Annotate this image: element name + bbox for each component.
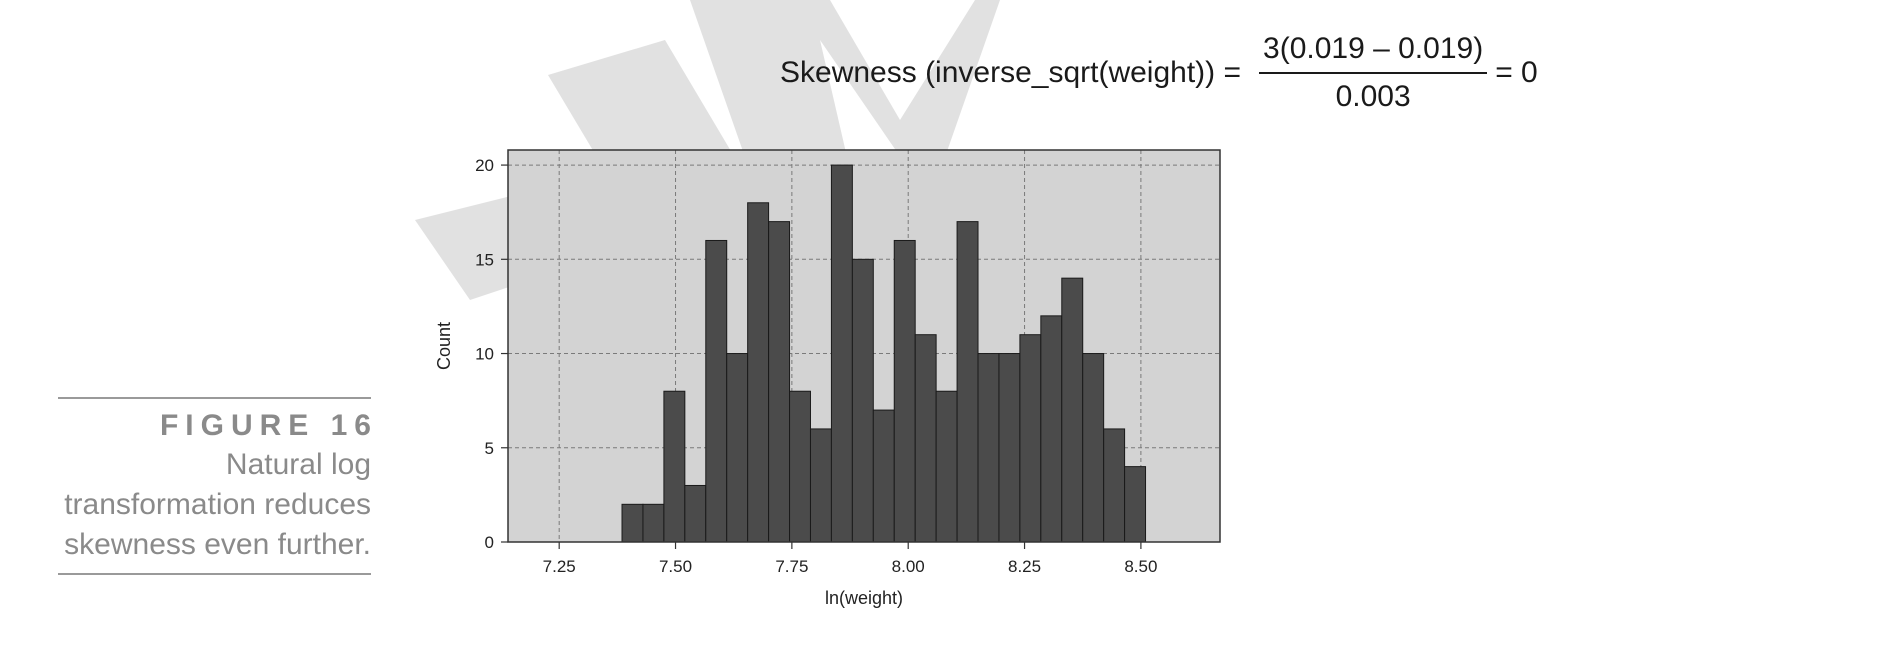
histogram-bar (977, 353, 1000, 543)
caption-line: skewness even further. (64, 528, 371, 561)
x-tick-label: 7.50 (659, 557, 692, 576)
caption-line: transformation reduces (64, 488, 371, 521)
y-tick-label: 10 (475, 345, 494, 364)
histogram-bar (705, 239, 728, 543)
formula-numerator: 3(0.019 – 0.019) (1259, 32, 1488, 74)
caption-line: Natural log (225, 448, 371, 481)
x-tick-label: 7.25 (543, 557, 576, 576)
histogram-bar (789, 390, 811, 543)
histogram-bar (1040, 315, 1063, 543)
y-axis-title: Count (434, 322, 454, 370)
figure-caption-text: Natural log transformation reduces skewn… (58, 445, 371, 565)
histogram-bar (935, 390, 958, 543)
histogram-bar (998, 353, 1021, 543)
histogram-bar (1124, 466, 1147, 543)
histogram-bar (830, 164, 853, 543)
formula-fraction: 3(0.019 – 0.019) 0.003 (1259, 32, 1488, 114)
figure-caption: FIGURE 16 Natural log transformation red… (58, 397, 371, 575)
y-tick-label: 0 (485, 533, 494, 552)
histogram-bar (621, 503, 644, 543)
formula-rhs: = 0 (1495, 56, 1538, 89)
histogram-bar (684, 484, 707, 543)
figure-label: FIGURE 16 (159, 409, 378, 442)
histogram-bar (851, 258, 874, 543)
x-tick-label: 8.50 (1124, 557, 1157, 576)
y-tick-label: 15 (475, 250, 494, 269)
histogram-chart: 7.25 7.50 7.75 8.00 8.25 8.50 0 5 10 15 20 Count l… (434, 149, 1221, 608)
plot-frame (507, 149, 1221, 543)
histogram-bar (809, 428, 832, 543)
histogram-bar (1061, 277, 1084, 543)
y-tick-label: 5 (485, 439, 494, 458)
histogram-bar (914, 334, 937, 543)
axes: 7.25 7.50 7.75 8.00 8.25 8.50 0 5 10 15 20 (475, 149, 1221, 576)
formula-lhs: Skewness (inverse_sqrt(weight)) = (780, 56, 1242, 89)
y-tick-label: 20 (475, 156, 494, 175)
histogram-bar (893, 239, 916, 543)
histogram-bar (726, 353, 749, 543)
histogram-bar (768, 221, 791, 543)
histogram-bar (872, 409, 895, 543)
histogram-bar (956, 221, 979, 543)
histogram-bar (642, 503, 665, 543)
histogram-bar (1019, 334, 1042, 543)
x-tick-label: 8.25 (1008, 557, 1041, 576)
bars (621, 164, 1147, 543)
formula-denominator: 0.003 (1335, 80, 1411, 113)
x-axis-title: ln(weight) (825, 588, 903, 608)
histogram-bar (747, 202, 770, 543)
x-tick-label: 7.75 (775, 557, 808, 576)
x-tick-label: 8.00 (892, 557, 925, 576)
histogram-bar (663, 390, 686, 543)
histogram-bar (1103, 428, 1126, 543)
skewness-formula: Skewness (inverse_sqrt(weight)) = 3(0.01… (780, 28, 1538, 118)
histogram-bar (1082, 353, 1105, 543)
